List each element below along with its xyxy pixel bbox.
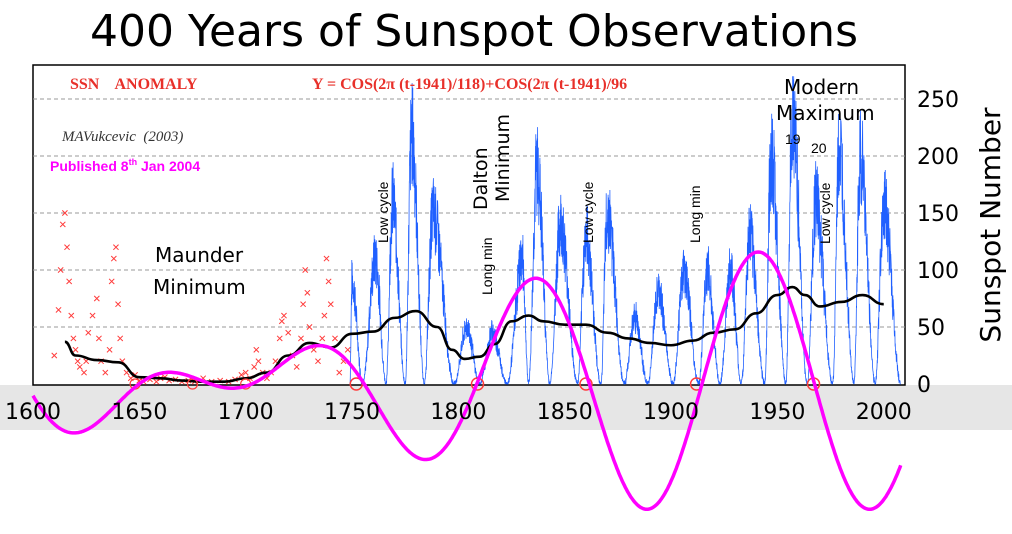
group-sunspot-point	[300, 301, 307, 308]
long-min-label-2: Long min	[687, 185, 703, 243]
group-sunspot-point	[238, 371, 245, 378]
group-sunspot-point	[85, 329, 92, 336]
group-sunspot-point	[251, 363, 258, 370]
group-sunspot-point	[278, 318, 285, 325]
group-sunspot-point	[68, 312, 75, 319]
anomaly-line	[31, 250, 903, 511]
group-sunspot-point	[255, 358, 262, 365]
y-tick-label: 150	[917, 202, 959, 227]
modern-label-line1: Modern	[784, 75, 859, 99]
dalton-label-line2: Minimum	[492, 114, 514, 202]
x-tick-label: 1600	[5, 400, 61, 425]
group-sunspot-point	[319, 335, 326, 342]
y-axis-label: Sunspot Number	[974, 107, 1007, 343]
group-sunspot-point	[302, 267, 309, 273]
group-sunspot-point	[253, 346, 260, 353]
group-sunspot-point	[304, 289, 311, 296]
group-sunspot-point	[57, 267, 64, 273]
x-tick-labels: 1600 1650 1700 1750 1800 1850 1900 1950 2000	[5, 400, 912, 425]
long-min-label-1: Long min	[479, 237, 495, 295]
published-date: Published 8th Jan 2004	[50, 157, 200, 174]
x-tick-label: 1700	[218, 400, 274, 425]
group-sunspot-point	[315, 358, 321, 365]
low-cycle-label-2: Low cycle	[580, 181, 596, 243]
axis-band	[0, 385, 1012, 430]
cycle-20-label: 20	[811, 140, 827, 156]
group-sunspot-point	[64, 244, 70, 251]
anomaly-series	[31, 250, 903, 511]
y-tick-label: 0	[917, 373, 931, 398]
published-suffix: Jan 2004	[137, 158, 200, 174]
group-sunspot-point	[95, 335, 102, 342]
group-sunspot-point	[59, 221, 66, 228]
group-sunspot-point	[325, 278, 332, 285]
modern-label-line2: Maximum	[776, 101, 875, 125]
cycle-19-label: 19	[785, 131, 801, 147]
y-tick-label: 100	[917, 259, 959, 284]
group-sunspot-point	[117, 335, 124, 342]
y-tick-label: 250	[917, 88, 959, 113]
x-tick-label: 1800	[430, 400, 486, 425]
group-sunspot-point	[306, 324, 313, 330]
x-tick-label: 1900	[643, 400, 699, 425]
x-tick-label: 1650	[111, 400, 167, 425]
ssn-anomaly-header: SSN ANOMALY	[70, 76, 198, 93]
group-sunspot-point	[74, 358, 81, 365]
low-cycle-label-1: Low cycle	[375, 181, 391, 243]
published-sup: th	[129, 157, 138, 167]
group-sunspot-point	[51, 352, 58, 359]
group-sunspot-point	[76, 363, 83, 370]
group-sunspot-markers	[51, 210, 351, 385]
group-sunspot-point	[70, 335, 77, 342]
y-tick-label: 200	[917, 145, 959, 170]
group-sunspot-point	[153, 378, 160, 385]
low-cycle-label-3: Low cycle	[817, 182, 833, 244]
group-sunspot-point	[102, 369, 109, 376]
group-sunspot-point	[81, 369, 87, 376]
group-sunspot-point	[327, 301, 334, 308]
y-tick-labels: 0 50 100 150 200 250	[917, 88, 959, 398]
plot-frame	[32, 64, 906, 386]
x-tick-label: 1950	[749, 400, 805, 425]
group-sunspot-point	[110, 255, 117, 262]
published-prefix: Published 8	[50, 158, 129, 174]
group-sunspot-point	[281, 312, 287, 319]
zero-crossing-marker	[186, 378, 199, 390]
group-sunspot-point	[108, 278, 115, 285]
dalton-label-line1: Dalton	[470, 147, 492, 210]
group-sunspot-point	[344, 346, 351, 353]
formula-text: Y = COS(2π (t-1941)/118)+COS(2π (t-1941)…	[312, 76, 627, 93]
y-tick-label: 50	[917, 316, 945, 341]
group-sunspot-point	[332, 335, 338, 342]
group-sunspot-point	[336, 369, 343, 376]
group-sunspot-point	[323, 255, 330, 262]
maunder-label-line2: Minimum	[153, 275, 246, 299]
group-sunspot-point	[106, 346, 113, 353]
group-sunspot-point	[293, 363, 300, 370]
group-sunspot-point	[115, 301, 122, 308]
x-tick-label: 1850	[537, 400, 593, 425]
group-sunspot-point	[285, 329, 292, 336]
group-sunspot-point	[66, 278, 73, 285]
group-sunspot-point	[93, 295, 100, 302]
x-tick-label: 2000	[856, 400, 912, 425]
group-sunspot-point	[89, 312, 96, 319]
group-sunspot-point	[298, 335, 304, 342]
group-sunspot-point	[72, 346, 79, 353]
author-credit: MAVukcevic (2003)	[61, 129, 183, 145]
group-sunspot-point	[61, 210, 68, 216]
x-tick-label: 1750	[324, 400, 380, 425]
chart-title: 400 Years of Sunspot Observations	[90, 6, 858, 57]
group-sunspot-point	[112, 244, 119, 251]
group-sunspot-point	[55, 306, 62, 313]
group-sunspot-point	[242, 369, 249, 376]
group-sunspot-point	[321, 312, 328, 319]
maunder-label-line1: Maunder	[155, 243, 244, 267]
group-sunspot-point	[276, 335, 283, 342]
